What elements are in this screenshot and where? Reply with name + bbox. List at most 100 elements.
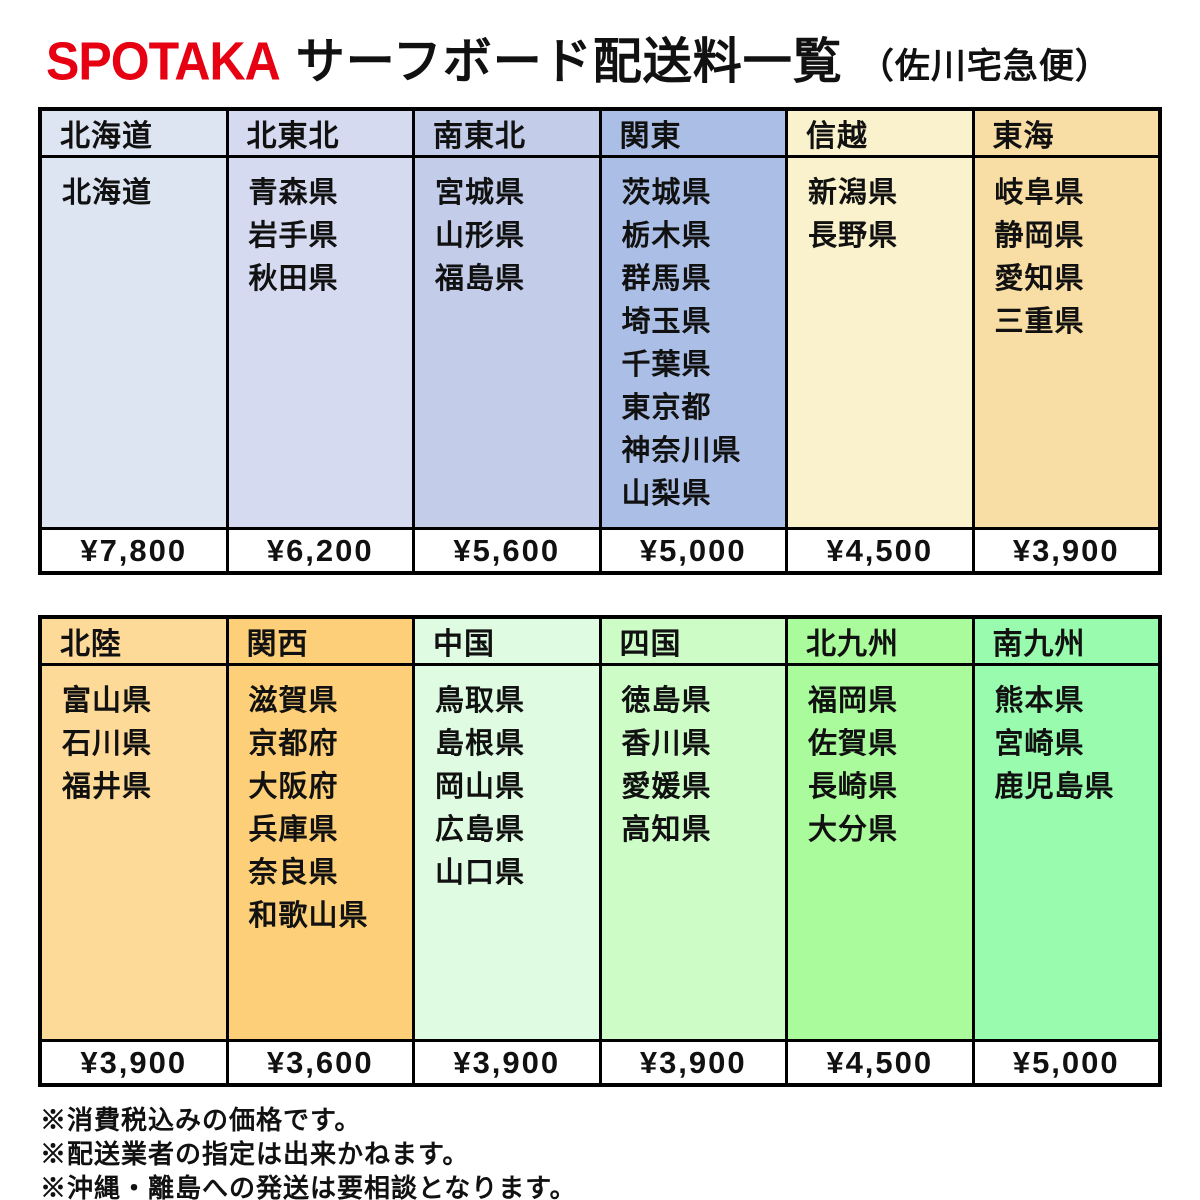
prefecture-name: 鹿児島県 (994, 771, 1115, 803)
prefecture-name: 山形県 (435, 220, 526, 252)
price-cell: ¥3,900 (415, 1039, 599, 1083)
prefecture-name: 岐阜県 (994, 177, 1085, 209)
prefecture-list: 北海道 (42, 158, 226, 527)
prefecture-name: 佐賀県 (808, 728, 899, 760)
prefecture-name: 東京都 (621, 392, 712, 424)
region-header: 関西 (228, 619, 412, 666)
region-column: 南東北 宮城県 山形県 福島県 ¥5,600 (415, 111, 599, 571)
prefecture-name: 群馬県 (621, 263, 712, 295)
region-header: 関東 (601, 111, 785, 158)
prefecture-name: 京都府 (248, 728, 339, 760)
region-header: 北九州 (788, 619, 972, 666)
footnotes: ※消費税込みの価格です。 ※配送業者の指定は出来かねます。 ※沖縄・離島への発送… (40, 1103, 1200, 1200)
price-cell: ¥6,200 (228, 527, 412, 571)
prefecture-list: 熊本県宮崎県鹿児島県 (975, 666, 1159, 1039)
region-header: 四国 (601, 619, 785, 666)
price-cell: ¥5,600 (415, 527, 599, 571)
price-cell: ¥5,000 (974, 1039, 1158, 1083)
prefecture-name: 静岡県 (994, 220, 1085, 252)
prefecture-list: 宮城県 山形県 福島県 (415, 158, 599, 527)
price-cell: ¥4,500 (788, 527, 972, 571)
prefecture-name: 兵庫県 (248, 814, 339, 846)
region-header: 北海道 (42, 111, 226, 158)
shipping-table-east: 北海道 北海道 ¥7,800 北東北 青森県 岩手県 秋田県 ¥6,200 南東北 宮城県 山形県福… (38, 107, 1162, 575)
prefecture-name: 広島県 (435, 814, 526, 846)
region-header: 南九州 (974, 619, 1158, 666)
prefecture-name: 北海道 (62, 177, 153, 209)
region-header: 中国 (415, 619, 599, 666)
prefecture-name: 奈良県 (248, 857, 339, 889)
prefecture-name: 愛媛県 (621, 771, 712, 803)
price-cell: ¥5,000 (601, 527, 785, 571)
price-cell: ¥3,600 (228, 1039, 412, 1083)
prefecture-name: 埼玉県 (621, 306, 712, 338)
prefecture-list: 福岡県佐賀県長崎県大分県 (788, 666, 972, 1039)
price-cell: ¥3,900 (42, 1039, 226, 1083)
prefecture-name: 宮城県 (435, 177, 526, 209)
region-header: 北東北 (228, 111, 412, 158)
prefecture-name: 三重県 (994, 306, 1085, 338)
price-cell: ¥7,800 (42, 527, 226, 571)
note-line: ※配送業者の指定は出来かねます。 (40, 1139, 470, 1169)
region-column: 南九州 熊本県 宮崎県 鹿児島県 ¥5,000 (974, 619, 1159, 1083)
page-title: SPOTAKA サーフボード配送料一覧 （佐川宅急便） (0, 0, 1200, 93)
prefecture-name: 香川県 (621, 728, 712, 760)
prefecture-list: 新潟県 長野県 (788, 158, 972, 527)
prefecture-name: 長崎県 (808, 771, 899, 803)
prefecture-name: 青森県 (248, 177, 339, 209)
spotaka-logo: SPOTAKA (46, 30, 281, 92)
prefecture-name: 福島県 (435, 263, 526, 295)
region-header: 信越 (788, 111, 972, 158)
prefecture-name: 愛知県 (994, 263, 1085, 295)
prefecture-name: 山梨県 (621, 478, 712, 510)
title-main-text: サーフボード配送料一覧 (295, 35, 843, 89)
region-column: 北東北 青森県 岩手県 秋田県 ¥6,200 (228, 111, 413, 571)
prefecture-name: 富山県 (62, 685, 153, 717)
region-header: 南東北 (415, 111, 599, 158)
region-column: 北海道 北海道 ¥7,800 (42, 111, 226, 571)
shipping-table-west: 北陸 富山県 石川県 福井県 ¥3,900 関西 滋賀県 京都府 大阪府 兵庫県 奈良県 和歌山県 ¥3… (38, 615, 1162, 1087)
region-column: 四国 徳島県 香川県 愛媛県 高知県 ¥3,900 (601, 619, 786, 1083)
prefecture-name: 山口県 (435, 857, 526, 889)
prefecture-name: 滋賀県 (248, 685, 339, 717)
prefecture-name: 和歌山県 (248, 900, 369, 932)
prefecture-list: 茨城県栃木県群馬県埼玉県千葉県東京都神奈川県山梨県 (602, 158, 786, 527)
prefecture-name: 秋田県 (248, 263, 339, 295)
prefecture-name: 大阪府 (248, 771, 339, 803)
region-column: 北九州 福岡県 佐賀県 長崎県 大分県 ¥4,500 (788, 619, 972, 1083)
prefecture-name: 岩手県 (248, 220, 339, 252)
prefecture-name: 島根県 (435, 728, 526, 760)
region-column: 関東 茨城県 栃木県 群馬県 埼玉県 千葉県 東京都 神奈川県 山梨県 ¥5,000 (601, 111, 786, 571)
region-header: 東海 (974, 111, 1158, 158)
prefecture-name: 福岡県 (808, 685, 899, 717)
region-column: 北陸 富山県 石川県 福井県 ¥3,900 (42, 619, 226, 1083)
region-column: 中国 鳥取県 島根県 岡山県 広島県 山口県 ¥3,900 (415, 619, 599, 1083)
prefecture-list: 富山県 石川県 福井県 (42, 666, 226, 1039)
prefecture-name: 石川県 (62, 728, 153, 760)
prefecture-name: 福井県 (62, 771, 153, 803)
prefecture-name: 高知県 (621, 814, 712, 846)
prefecture-list: 滋賀県京都府大阪府兵庫県奈良県和歌山県 (229, 666, 413, 1039)
price-cell: ¥3,900 (601, 1039, 785, 1083)
prefecture-name: 長野県 (808, 220, 899, 252)
prefecture-name: 大分県 (808, 814, 899, 846)
prefecture-name: 千葉県 (621, 349, 712, 381)
region-header: 北陸 (42, 619, 226, 666)
prefecture-name: 宮崎県 (994, 728, 1085, 760)
price-cell: ¥4,500 (788, 1039, 972, 1083)
region-column: 関西 滋賀県 京都府 大阪府 兵庫県 奈良県 和歌山県 ¥3,600 (228, 619, 413, 1083)
prefecture-name: 神奈川県 (621, 435, 742, 467)
prefecture-list: 鳥取県 島根県 岡山県 広島県 山口県 (415, 666, 599, 1039)
prefecture-list: 徳島県 香川県 愛媛県 高知県 (602, 666, 786, 1039)
prefecture-list: 青森県 岩手県 秋田県 (229, 158, 413, 527)
prefecture-list: 岐阜県静岡県愛知県三重県 (975, 158, 1159, 527)
region-column: 東海 岐阜県 静岡県 愛知県 三重県 ¥3,900 (974, 111, 1159, 571)
prefecture-name: 新潟県 (808, 177, 899, 209)
prefecture-name: 茨城県 (621, 177, 712, 209)
prefecture-name: 熊本県 (994, 685, 1085, 717)
price-cell: ¥3,900 (974, 527, 1158, 571)
note-line: ※沖縄・離島への発送は要相談となります。 (40, 1173, 577, 1200)
region-column: 信越 新潟県 長野県 ¥4,500 (788, 111, 972, 571)
prefecture-name: 鳥取県 (435, 685, 526, 717)
prefecture-name: 栃木県 (621, 220, 712, 252)
